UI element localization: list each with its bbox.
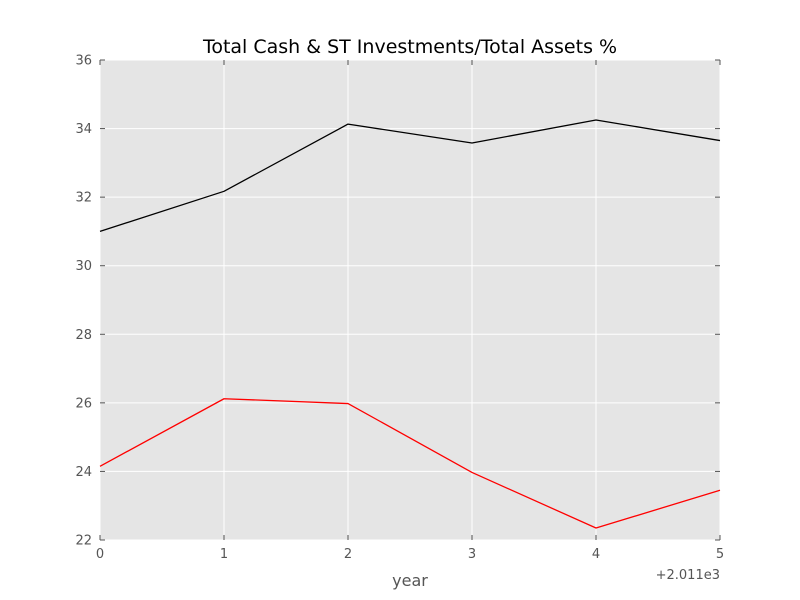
chart-title: Total Cash & ST Investments/Total Assets… [202,36,617,58]
x-tick-label: 3 [468,547,476,562]
x-axis-label: year [392,571,428,590]
series-group [99,119,721,529]
x-tick-label: 2 [344,547,352,562]
y-tick-label: 28 [75,328,92,343]
series-line-1 [99,119,721,233]
x-tick-label: 4 [592,547,600,562]
plot-background [100,60,720,540]
y-tick-label: 22 [75,534,92,549]
series-line-2 [99,398,721,529]
y-tick-label: 34 [75,122,92,137]
x-tick-label: 1 [220,547,228,562]
y-tick-label: 24 [75,465,92,480]
y-tick-label: 30 [75,259,92,274]
x-tick-label: 0 [96,547,104,562]
y-tick-label: 32 [75,191,92,206]
y-tick-label: 26 [75,396,92,411]
x-tick-label: 5 [716,547,724,562]
y-tick-label: 36 [75,54,92,69]
x-axis-offset-label: +2.011e3 [656,568,720,583]
